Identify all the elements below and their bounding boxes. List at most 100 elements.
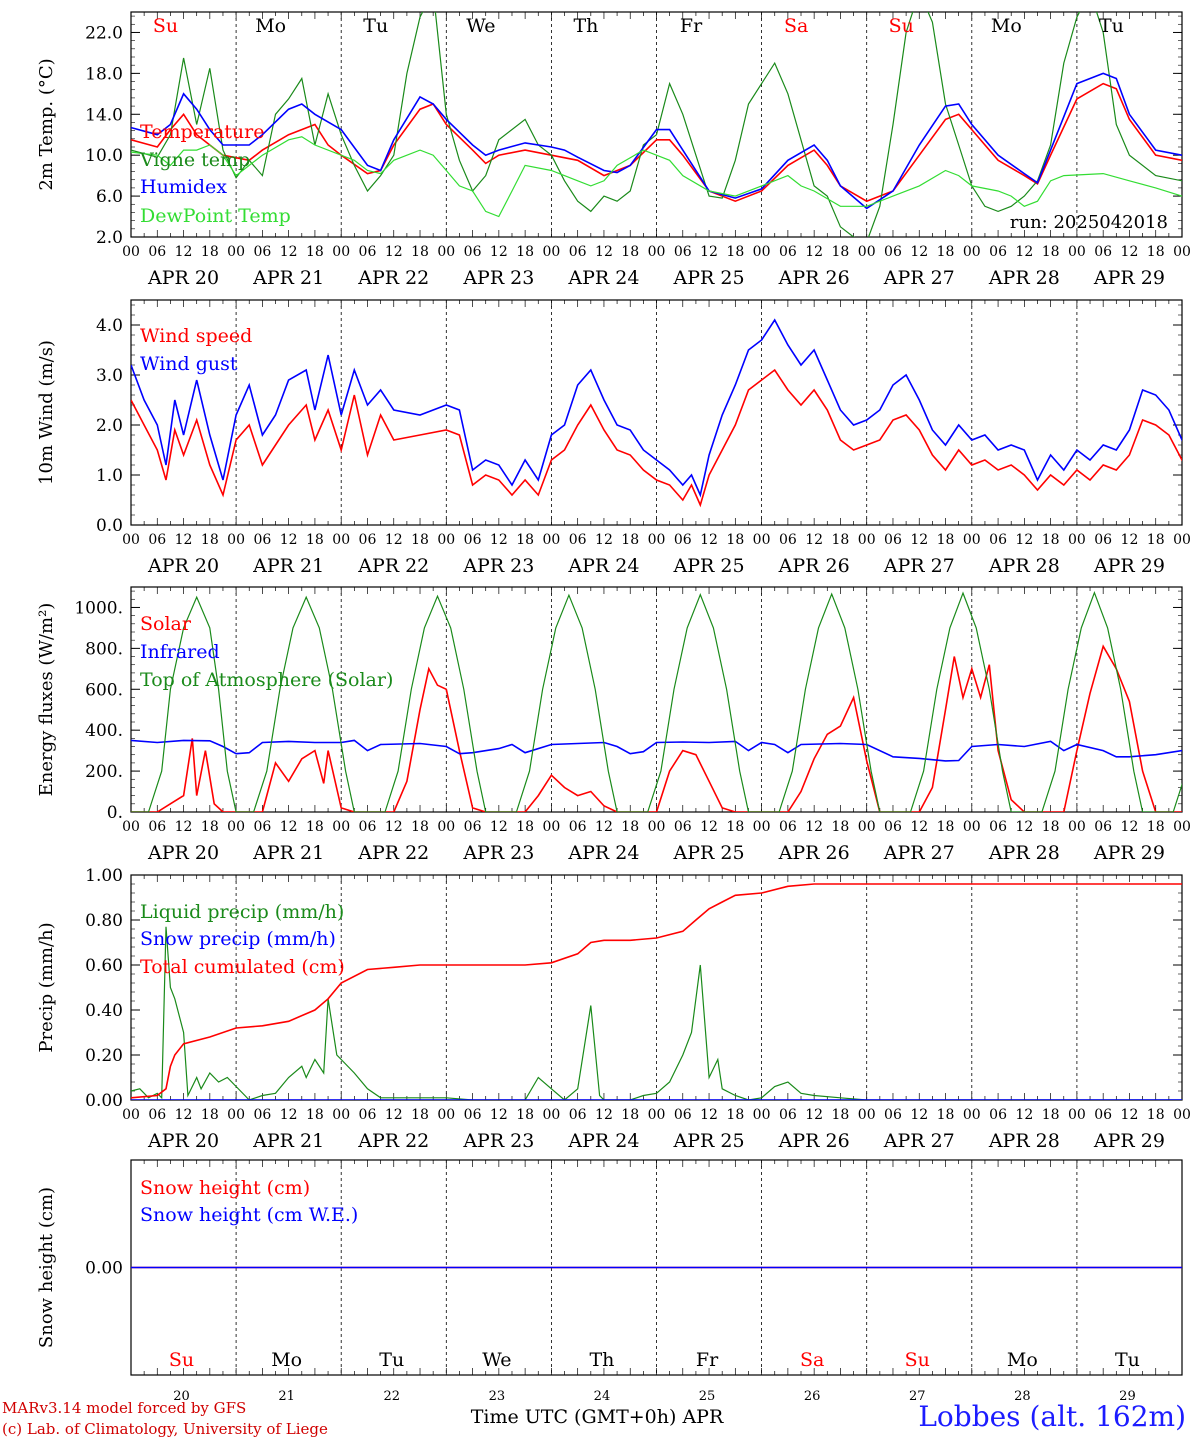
hour-tick-label: 06 xyxy=(1094,1107,1112,1123)
day-name: Tu xyxy=(1099,15,1124,37)
y-tick-label: 0. xyxy=(107,803,123,823)
hour-tick-label: 12 xyxy=(1121,532,1139,548)
run-label: run: 2025042018 xyxy=(1010,212,1168,233)
hour-tick-label: 00 xyxy=(437,1107,455,1123)
panel-2: 0.0 1.0 2.0 3.0 4.0 10m Wind (m/s) Wind speed W… xyxy=(36,299,1191,577)
y-tick-label: 10.0 xyxy=(85,146,123,166)
panel-4: 0.00 0.20 0.40 0.60 0.80 1.00 Precip (mm/h) Liq… xyxy=(36,866,1191,1152)
hour-tick-label: 00 xyxy=(122,819,140,835)
hour-tick-label: 12 xyxy=(175,532,193,548)
date-label: APR 25 xyxy=(673,555,745,577)
hour-tick-label: 06 xyxy=(464,819,482,835)
y-tick-label: 3.0 xyxy=(96,366,123,386)
hour-tick-label: 06 xyxy=(253,819,271,835)
hour-tick-label: 06 xyxy=(1094,244,1112,260)
date-label: APR 27 xyxy=(883,842,955,864)
y-tick-label: 14.0 xyxy=(85,105,123,125)
y-tick-label: 400. xyxy=(85,721,123,741)
legend-entry: Humidex xyxy=(140,176,227,198)
hour-tick-label: 06 xyxy=(674,244,692,260)
hour-tick-label: 00 xyxy=(648,244,666,260)
day-name: Su xyxy=(169,1349,194,1371)
hour-tick-label: 06 xyxy=(884,819,902,835)
hour-tick-label: 12 xyxy=(385,244,403,260)
hour-tick-label: 06 xyxy=(674,819,692,835)
hour-tick-label: 06 xyxy=(779,819,797,835)
hour-tick-label: 12 xyxy=(700,244,718,260)
date-label: APR 24 xyxy=(567,1130,639,1152)
hour-tick-label: 12 xyxy=(805,1107,823,1123)
hour-tick-label: 18 xyxy=(306,819,324,835)
panel-3: 0. 200. 400. 600. 800. 1000. Energy fluxes (W/… xyxy=(36,586,1191,864)
hour-tick-label: 12 xyxy=(1015,819,1033,835)
hour-tick-label: 12 xyxy=(490,532,508,548)
day-number: 21 xyxy=(278,1389,295,1404)
legend-entry: Snow precip (mm/h) xyxy=(140,928,336,950)
lab-credit: (c) Lab. of Climatology, University of L… xyxy=(2,1420,328,1438)
y-tick-label: 200. xyxy=(85,762,123,782)
y-tick-label: 0.20 xyxy=(85,1046,123,1066)
hour-tick-label: 18 xyxy=(411,532,429,548)
hour-tick-label: 18 xyxy=(1042,819,1060,835)
hour-tick-label: 18 xyxy=(306,244,324,260)
legend-entry: Solar xyxy=(140,613,192,635)
series-line-liquid-precip-mm-h xyxy=(131,926,1182,1100)
plot-frame xyxy=(130,586,1183,813)
day-name: Tu xyxy=(363,15,388,37)
hour-tick-label: 18 xyxy=(621,244,639,260)
y-tick-label: 1000. xyxy=(74,598,123,618)
date-label: APR 21 xyxy=(252,1130,324,1152)
hour-tick-label: 06 xyxy=(989,244,1007,260)
hour-tick-label: 12 xyxy=(595,244,613,260)
series-line-dewpoint-temp xyxy=(131,136,1182,218)
hour-tick-label: 18 xyxy=(411,244,429,260)
hour-tick-label: 00 xyxy=(963,244,981,260)
hour-tick-label: 06 xyxy=(779,532,797,548)
hour-tick-label: 18 xyxy=(726,532,744,548)
hour-tick-label: 18 xyxy=(201,532,219,548)
date-label: APR 27 xyxy=(883,267,955,289)
date-label: APR 28 xyxy=(988,555,1060,577)
hour-tick-label: 00 xyxy=(332,532,350,548)
day-number: 22 xyxy=(383,1389,400,1404)
hour-tick-label: 18 xyxy=(1147,244,1165,260)
hour-tick-label: 00 xyxy=(1173,244,1191,260)
hour-tick-label: 06 xyxy=(464,244,482,260)
hour-tick-label: 18 xyxy=(516,1107,534,1123)
hour-tick-label: 12 xyxy=(1121,1107,1139,1123)
date-label: APR 27 xyxy=(883,555,955,577)
hour-tick-label: 18 xyxy=(832,1107,850,1123)
hour-tick-label: 12 xyxy=(280,1107,298,1123)
day-number: 26 xyxy=(804,1389,821,1404)
series-line-top-of-atmosphere-solar xyxy=(131,590,1182,812)
hour-tick-label: 12 xyxy=(595,1107,613,1123)
hour-tick-label: 00 xyxy=(648,532,666,548)
hour-tick-label: 18 xyxy=(726,1107,744,1123)
hour-tick-label: 00 xyxy=(963,532,981,548)
hour-tick-label: 00 xyxy=(332,1107,350,1123)
hour-tick-label: 12 xyxy=(280,244,298,260)
hour-tick-label: 18 xyxy=(1147,819,1165,835)
hour-tick-label: 18 xyxy=(306,532,324,548)
y-tick-label: 0.60 xyxy=(85,956,123,976)
hour-tick-label: 12 xyxy=(490,1107,508,1123)
date-label: APR 23 xyxy=(462,555,534,577)
day-name: Fr xyxy=(680,15,703,37)
hour-tick-label: 00 xyxy=(648,1107,666,1123)
day-name: Mo xyxy=(991,15,1022,37)
series-group xyxy=(131,318,1182,508)
hour-tick-label: 06 xyxy=(464,532,482,548)
hour-tick-label: 00 xyxy=(227,532,245,548)
day-number: 25 xyxy=(699,1389,716,1404)
hour-tick-label: 18 xyxy=(1042,532,1060,548)
date-label: APR 26 xyxy=(778,555,850,577)
day-name: Th xyxy=(573,15,598,37)
hour-tick-label: 18 xyxy=(937,1107,955,1123)
hour-tick-label: 00 xyxy=(753,244,771,260)
hour-tick-label: 06 xyxy=(253,532,271,548)
hour-tick-label: 00 xyxy=(858,819,876,835)
day-number: 29 xyxy=(1119,1389,1136,1404)
hour-tick-label: 06 xyxy=(148,532,166,548)
y-tick-label: 4.0 xyxy=(96,316,123,336)
hour-tick-label: 12 xyxy=(1015,532,1033,548)
